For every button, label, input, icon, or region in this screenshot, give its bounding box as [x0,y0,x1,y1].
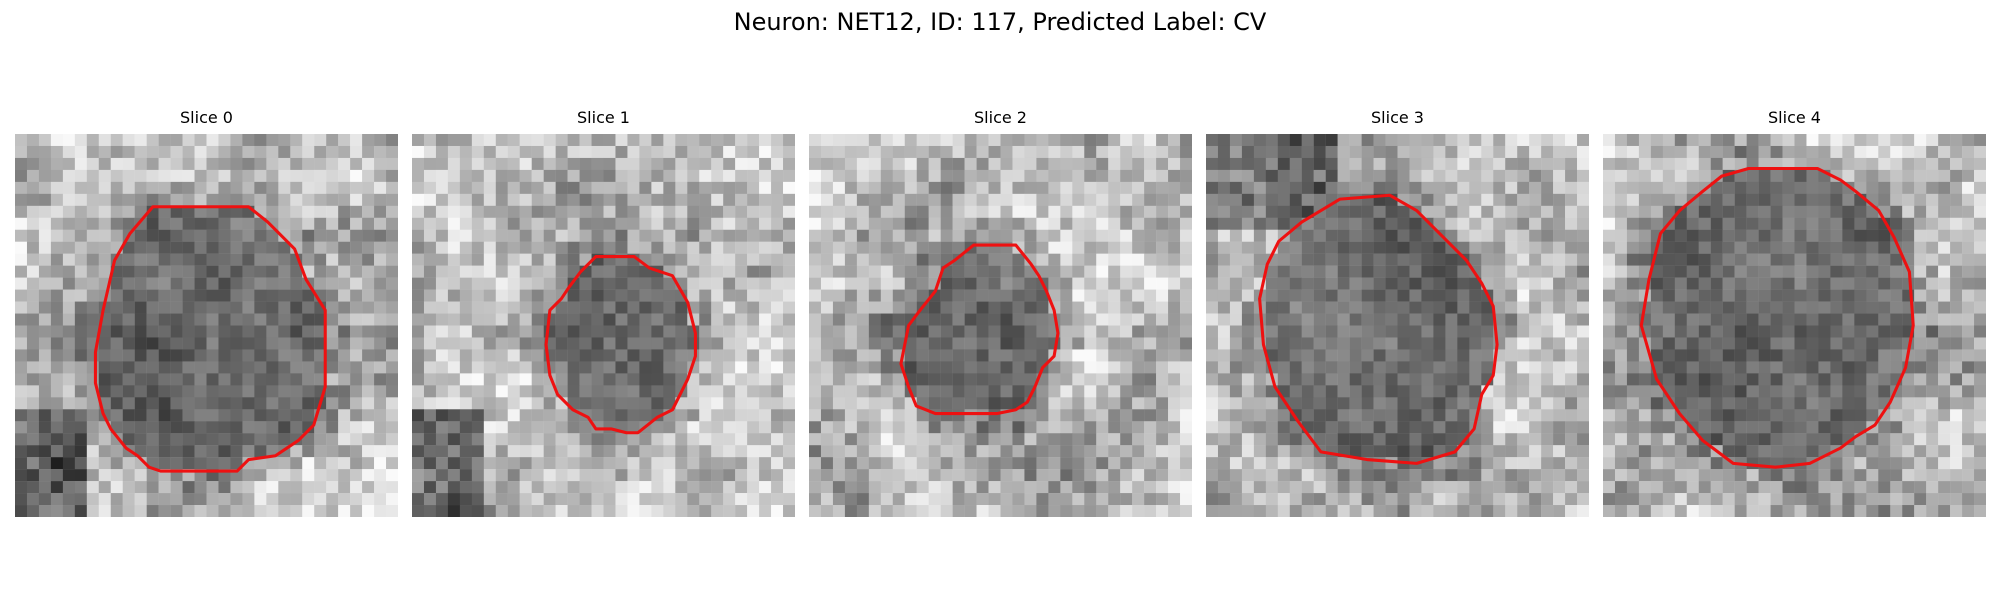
slice-3-image [1206,134,1589,517]
slice-3-panel [1206,134,1589,517]
slice-1-panel [412,134,795,517]
figure-title: Neuron: NET12, ID: 117, Predicted Label:… [733,8,1267,36]
slice-2-panel [809,134,1192,517]
slice-2-title: Slice 2 [974,108,1027,127]
slice-1-image [412,134,795,517]
slice-4-contour [1639,166,1915,469]
slice-0-title: Slice 0 [180,108,233,127]
slice-0-panel [15,134,398,517]
slice-4-panel [1603,134,1986,517]
slice-4-image [1603,134,1986,517]
slice-1-pixel-grid [412,134,795,517]
slice-3-contour [1258,193,1499,465]
slice-0-image [15,134,398,517]
slice-0-pixel-grid [15,134,398,517]
slice-3-pixel-grid [1206,134,1589,517]
slice-3-title: Slice 3 [1371,108,1424,127]
slice-4-title: Slice 4 [1768,108,1821,127]
slice-4-pixel-grid [1603,134,1986,517]
slice-2-image [809,134,1192,517]
slice-1-title: Slice 1 [577,108,630,127]
slice-2-contour [899,243,1060,416]
slice-0-contour [93,205,327,473]
slice-1-contour [544,255,697,435]
slice-2-pixel-grid [809,134,1192,517]
